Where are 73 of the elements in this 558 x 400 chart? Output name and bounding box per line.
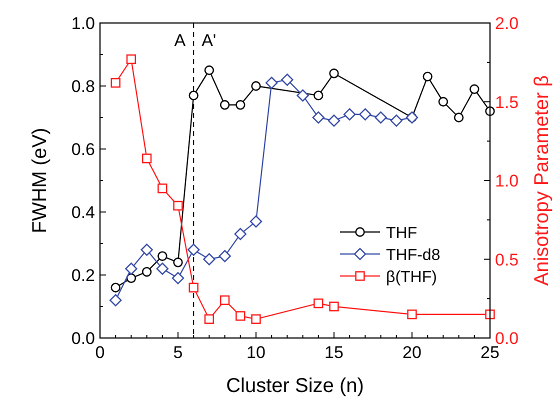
- point: [485, 310, 495, 320]
- point: [204, 65, 214, 76]
- point: [251, 314, 261, 324]
- point: [142, 267, 152, 277]
- y2-tick-label: 1.0: [495, 172, 519, 190]
- point: [110, 282, 120, 292]
- point: [188, 282, 198, 292]
- point: [158, 184, 168, 194]
- point: [251, 81, 261, 91]
- point: [218, 250, 231, 262]
- x-tick-label: 0: [95, 343, 105, 362]
- y-axis-title: FWHM (eV): [29, 128, 51, 234]
- point: [328, 114, 340, 127]
- point: [158, 251, 168, 261]
- point: [296, 89, 309, 102]
- point: [236, 100, 246, 110]
- point: [234, 228, 247, 240]
- point: [470, 84, 480, 94]
- y-tick-label: 0.2: [71, 266, 95, 285]
- point: [250, 215, 262, 228]
- point: [140, 244, 153, 256]
- point: [236, 311, 246, 321]
- legend-label: β(THF): [386, 269, 437, 286]
- point: [312, 111, 325, 124]
- point: [125, 262, 138, 275]
- legend-label: THF-d8: [386, 247, 440, 264]
- point: [203, 253, 216, 266]
- annotation: A: [174, 31, 186, 50]
- x-tick-label: 20: [402, 343, 422, 362]
- y2-tick-label: 0.5: [495, 250, 519, 270]
- point: [188, 90, 198, 100]
- point: [172, 272, 184, 284]
- y-tick-label: 0.8: [71, 77, 95, 96]
- point: [110, 78, 120, 88]
- y-tick-label: 0.6: [71, 140, 95, 159]
- point: [156, 262, 169, 275]
- y2-axis-title: Anisotropy Parameter β: [531, 75, 553, 286]
- point: [454, 112, 464, 122]
- point: [314, 90, 324, 100]
- y-tick-label: 0.0: [71, 329, 95, 348]
- point: [438, 96, 448, 107]
- point: [314, 298, 324, 308]
- y-tick-label: 0.4: [71, 203, 95, 222]
- point: [343, 108, 356, 120]
- point: [359, 108, 372, 120]
- x-tick-label: 25: [480, 343, 500, 362]
- point: [204, 314, 214, 324]
- point: [374, 111, 387, 124]
- y2-tick-label: 2.0: [495, 14, 519, 33]
- point: [329, 302, 339, 312]
- point: [173, 258, 183, 268]
- point: [220, 100, 230, 110]
- point: [220, 295, 230, 306]
- x-axis-title: Cluster Size (n): [226, 375, 364, 397]
- x-tick-label: 10: [246, 343, 266, 362]
- x-tick-label: 15: [324, 343, 344, 362]
- point: [407, 310, 417, 320]
- y2-tick-label: 1.5: [495, 92, 519, 112]
- point: [142, 154, 152, 164]
- point: [281, 74, 294, 86]
- point: [173, 200, 183, 211]
- point: [265, 76, 278, 89]
- point: [187, 244, 200, 256]
- legend-label: THF: [386, 225, 418, 242]
- x-tick-label: 5: [173, 343, 183, 362]
- point: [126, 54, 136, 64]
- y-tick-label: 1.0: [71, 14, 95, 33]
- point: [422, 72, 432, 82]
- point: [126, 273, 136, 283]
- annotation: A': [202, 31, 216, 50]
- point: [329, 68, 339, 78]
- point: [390, 114, 403, 127]
- point: [109, 294, 122, 306]
